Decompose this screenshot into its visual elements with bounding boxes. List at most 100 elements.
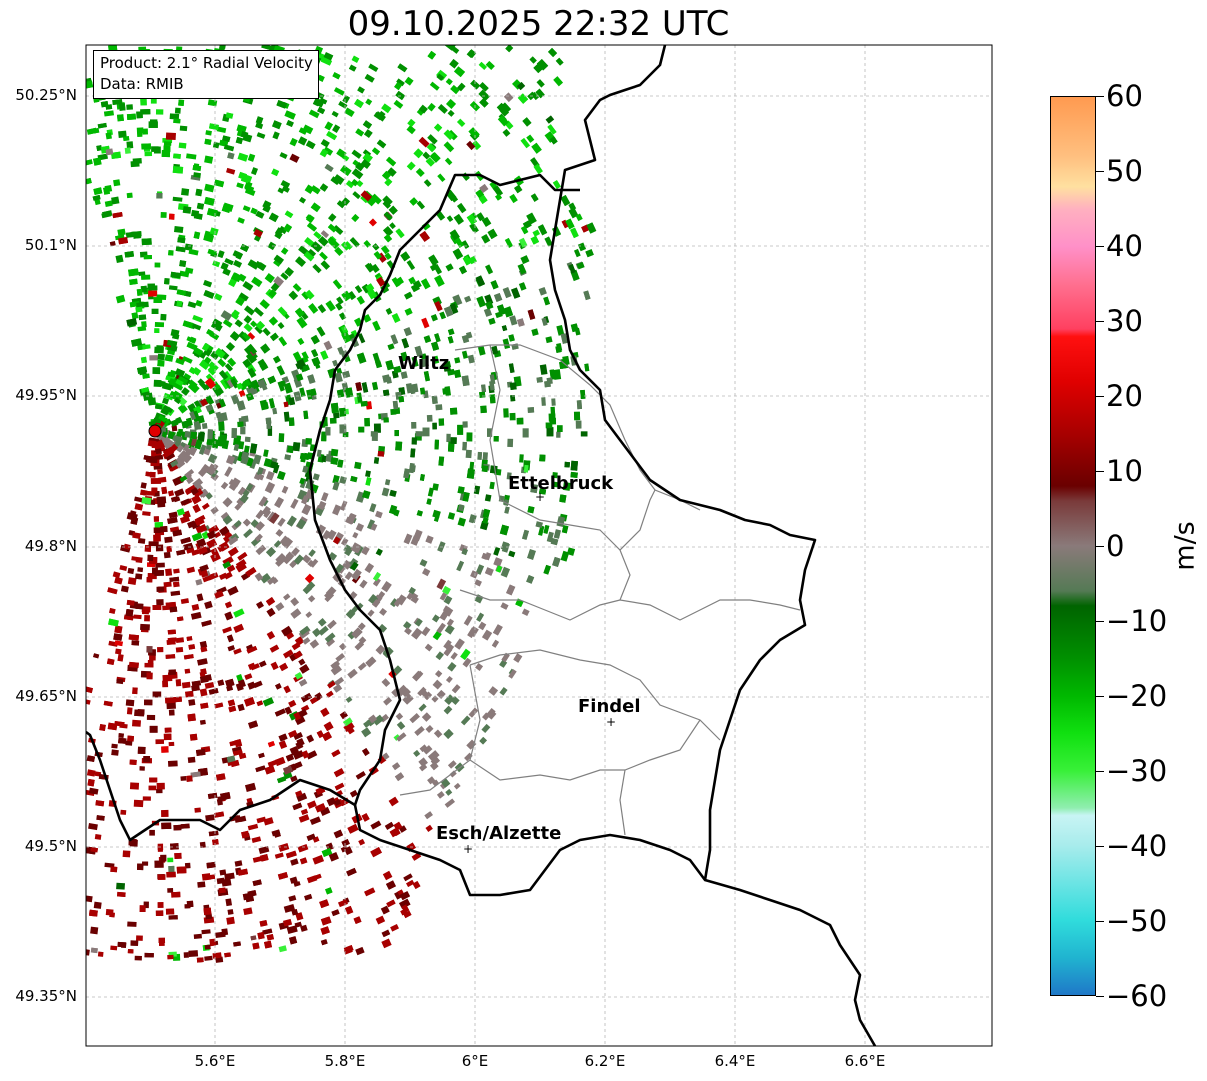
velocity-bin — [204, 377, 217, 390]
velocity-bin — [476, 212, 485, 222]
velocity-bin — [320, 707, 330, 717]
velocity-bin — [333, 174, 345, 185]
velocity-bin — [345, 905, 354, 915]
velocity-bin — [479, 391, 486, 398]
velocity-bin — [233, 520, 242, 528]
velocity-bin — [375, 360, 382, 369]
velocity-bin — [580, 389, 586, 399]
velocity-bin — [180, 598, 190, 605]
velocity-bin — [134, 955, 142, 961]
velocity-bin — [384, 178, 393, 187]
velocity-bin — [130, 160, 140, 168]
velocity-bin — [165, 601, 176, 608]
velocity-bin — [550, 537, 559, 546]
velocity-bin — [320, 56, 333, 66]
velocity-bin — [281, 485, 289, 494]
velocity-bin — [308, 303, 319, 314]
velocity-bin — [173, 225, 184, 234]
velocity-bin — [295, 912, 304, 921]
velocity-bin — [222, 515, 233, 525]
velocity-bin — [92, 194, 101, 201]
velocity-bin — [302, 364, 310, 372]
velocity-bin — [263, 817, 274, 826]
velocity-bin — [336, 200, 346, 209]
velocity-bin — [466, 213, 478, 225]
city-marker-icon: + — [463, 842, 473, 856]
velocity-bin — [454, 66, 466, 78]
velocity-bin — [252, 856, 262, 863]
velocity-bin — [333, 536, 341, 545]
velocity-bin — [233, 608, 245, 618]
velocity-bin — [128, 661, 139, 669]
velocity-bin — [343, 947, 353, 955]
velocity-bin — [199, 719, 206, 725]
velocity-bin — [158, 380, 166, 387]
velocity-bin — [403, 327, 412, 337]
velocity-bin — [140, 356, 147, 364]
velocity-bin — [273, 254, 284, 265]
velocity-bin — [561, 525, 569, 534]
velocity-bin — [212, 260, 221, 268]
velocity-bin — [278, 733, 288, 742]
velocity-bin — [118, 236, 129, 245]
velocity-bin — [526, 212, 537, 225]
velocity-bin — [328, 237, 340, 250]
velocity-bin — [232, 749, 243, 756]
velocity-bin — [272, 131, 280, 140]
velocity-bin — [163, 733, 172, 741]
velocity-bin — [133, 614, 142, 620]
velocity-bin — [156, 782, 165, 790]
velocity-bin — [151, 308, 159, 314]
velocity-bin — [321, 455, 327, 463]
velocity-bin — [431, 395, 438, 404]
velocity-bin — [273, 540, 282, 548]
velocity-bin — [118, 103, 126, 111]
velocity-bin — [545, 336, 553, 344]
velocity-bin — [141, 497, 152, 505]
velocity-bin — [232, 272, 242, 283]
velocity-bin — [277, 871, 289, 880]
velocity-bin — [247, 332, 256, 340]
velocity-bin — [332, 225, 344, 236]
velocity-bin — [483, 307, 493, 317]
velocity-bin — [347, 513, 357, 524]
velocity-bin — [224, 258, 234, 266]
velocity-bin — [319, 183, 329, 192]
velocity-bin — [203, 279, 213, 288]
velocity-bin — [573, 411, 581, 421]
velocity-bin — [242, 205, 251, 212]
velocity-bin — [285, 753, 295, 762]
velocity-bin — [461, 548, 468, 556]
velocity-bin — [188, 950, 199, 958]
velocity-bin — [375, 644, 386, 655]
velocity-bin — [301, 503, 312, 516]
city-marker-icon: + — [606, 715, 616, 729]
velocity-bin — [167, 490, 175, 497]
velocity-bin — [317, 500, 327, 511]
velocity-bin — [296, 792, 308, 802]
velocity-bin — [349, 789, 358, 798]
city-label: Findel — [578, 696, 641, 717]
velocity-bin — [184, 431, 191, 438]
velocity-bin — [110, 866, 118, 873]
velocity-bin — [237, 152, 249, 162]
velocity-bin — [347, 823, 359, 834]
velocity-bin — [152, 605, 162, 610]
velocity-bin — [492, 185, 504, 197]
velocity-bin — [354, 98, 364, 109]
velocity-bin — [570, 323, 579, 333]
velocity-bin — [303, 251, 315, 262]
velocity-bin — [421, 221, 431, 231]
velocity-bin — [411, 852, 422, 861]
velocity-bin — [306, 222, 317, 232]
velocity-bin — [242, 280, 254, 291]
velocity-bin — [536, 58, 549, 71]
velocity-bin — [204, 155, 214, 164]
velocity-bin — [431, 695, 439, 703]
velocity-bin — [385, 307, 393, 315]
velocity-bin — [263, 449, 269, 457]
velocity-bin — [538, 286, 547, 296]
velocity-bin — [139, 905, 146, 913]
velocity-bin — [154, 322, 165, 328]
velocity-bin — [204, 196, 215, 206]
